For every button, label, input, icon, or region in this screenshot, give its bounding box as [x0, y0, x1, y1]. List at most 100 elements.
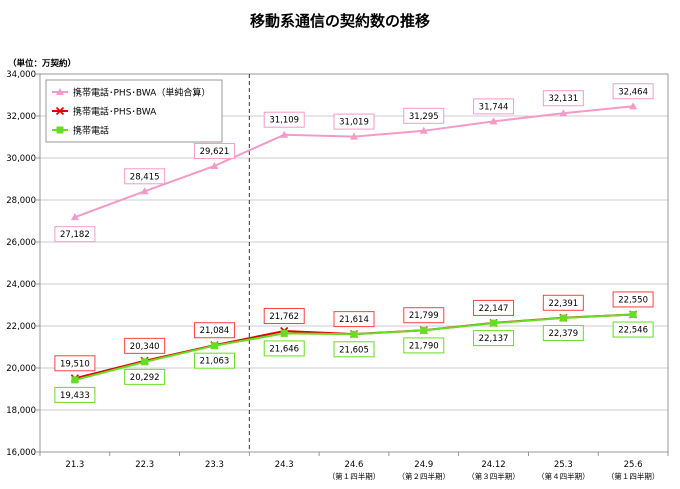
- legend-box: [45, 79, 223, 143]
- y-tick-label: 32,000: [6, 112, 36, 122]
- data-label: 21,790: [403, 337, 445, 354]
- data-point-square: [420, 326, 428, 334]
- y-tick-label: 20,000: [6, 364, 36, 374]
- data-point-square: [490, 319, 498, 327]
- data-point-triangle: [629, 102, 638, 110]
- y-tick-label: 18,000: [6, 406, 36, 416]
- x-axis: 21.3 22.3 23.3 24.3 24.6（第１四半期）24.9（第２四半期）24…: [39, 452, 669, 481]
- data-label-text: 32,464: [618, 87, 648, 97]
- y-axis: 16,000 18,000 20,000 22,000 24,000 26,000 28,0…: [6, 70, 40, 458]
- data-label-text: 22,147: [479, 304, 509, 314]
- data-point-triangle: [559, 109, 568, 117]
- legend-item: 携帯電話･PHS･BWA（単純合算）: [52, 87, 210, 99]
- data-label-box: [54, 386, 96, 403]
- data-point-triangle: [70, 213, 79, 221]
- legend-label: 携帯電話: [73, 125, 109, 137]
- unit-label: （単位：万契約）: [8, 58, 76, 69]
- data-label-box: [542, 90, 584, 107]
- data-label: 31,744: [473, 98, 515, 115]
- data-label-box: [193, 322, 235, 339]
- data-label: 21,646: [263, 340, 305, 357]
- data-point-square: [629, 311, 637, 319]
- data-label: 19,510: [54, 355, 96, 372]
- data-point-square: [210, 342, 218, 350]
- data-label-text: 27,182: [60, 230, 90, 240]
- data-label-layer: 27,182 28,415 29,621 31,109 31,019 31,295 31,7…: [54, 83, 654, 403]
- data-label: 22,391: [542, 294, 584, 311]
- x-tick-sublabel: （第１四半期）: [328, 471, 381, 481]
- data-label-box: [263, 307, 305, 324]
- data-label-text: 32,131: [548, 94, 578, 104]
- data-label-text: 21,605: [339, 345, 369, 355]
- y-tick-label: 34,000: [6, 70, 36, 80]
- data-label: 21,762: [263, 307, 305, 324]
- data-label-box: [403, 337, 445, 354]
- data-label-text: 21,799: [409, 311, 439, 321]
- data-label: 20,340: [124, 337, 166, 354]
- data-label-box: [54, 226, 96, 243]
- data-label-text: 21,063: [200, 357, 230, 367]
- legend-label: 携帯電話･PHS･BWA（単純合算）: [73, 87, 210, 99]
- data-label-box: [403, 307, 445, 324]
- data-label-text: 21,762: [269, 312, 299, 322]
- data-label-box: [473, 299, 515, 316]
- data-label: 20,292: [124, 368, 166, 385]
- data-label-text: 31,019: [339, 118, 369, 128]
- x-tick-label: 24.9: [414, 460, 433, 470]
- data-label-box: [124, 368, 166, 385]
- data-point-triangle: [419, 126, 428, 134]
- x-tick-sublabel: （第２四半期）: [398, 471, 451, 481]
- data-point-square: [141, 358, 149, 366]
- data-point-square: [350, 330, 358, 338]
- data-label-text: 21,084: [200, 326, 230, 336]
- data-point-x: [55, 106, 65, 116]
- data-point-triangle: [56, 88, 64, 95]
- data-label-box: [612, 321, 654, 338]
- data-label-box: [403, 107, 445, 124]
- data-label-text: 31,109: [269, 116, 299, 126]
- y-tick-label: 22,000: [6, 322, 36, 332]
- data-label-text: 22,391: [548, 299, 578, 309]
- y-tick-label: 30,000: [6, 154, 36, 164]
- data-label-box: [333, 311, 375, 328]
- data-point-square: [71, 376, 79, 384]
- data-label-box: [263, 111, 305, 128]
- series-2: [71, 311, 637, 384]
- data-label-box: [54, 355, 96, 372]
- data-label: 21,084: [193, 322, 235, 339]
- data-label-box: [333, 341, 375, 358]
- y-tick-label: 26,000: [6, 238, 36, 248]
- data-label: 32,464: [612, 83, 654, 100]
- data-label-box: [542, 294, 584, 311]
- x-marker-stroke: [55, 106, 65, 116]
- data-label: 31,295: [403, 107, 445, 124]
- data-label-box: [124, 168, 166, 185]
- data-label: 22,550: [612, 291, 654, 308]
- legend-label: 携帯電話･PHS･BWA: [73, 106, 157, 118]
- x-tick-label: 25.3: [554, 460, 573, 470]
- chart-title: 移動系通信の契約数の推移: [250, 12, 430, 30]
- x-tick-label: 24.12: [481, 460, 505, 470]
- data-label-box: [263, 340, 305, 357]
- data-label-box: [193, 352, 235, 369]
- data-label-text: 29,621: [200, 147, 230, 157]
- data-point-triangle: [489, 117, 498, 125]
- x-tick-label: 23.3: [205, 460, 224, 470]
- data-label-box: [612, 291, 654, 308]
- data-label: 22,546: [612, 321, 654, 338]
- data-label-box: [473, 98, 515, 115]
- data-label: 21,799: [403, 307, 445, 324]
- data-label-text: 22,379: [548, 329, 578, 339]
- x-tick-sublabel: （第３四半期）: [467, 471, 520, 481]
- x-tick-label: 22.3: [135, 460, 154, 470]
- data-label: 31,019: [333, 113, 375, 130]
- data-label-text: 22,137: [479, 334, 509, 344]
- x-tick-sublabel: （第１四半期）: [607, 471, 660, 481]
- data-label: 22,379: [542, 325, 584, 342]
- data-label-box: [612, 83, 654, 100]
- data-point-triangle: [210, 161, 219, 169]
- series-layer: [70, 102, 638, 384]
- legend: 携帯電話･PHS･BWA（単純合算） 携帯電話･PHS･BWA 携帯電話: [45, 79, 223, 143]
- data-label: 21,063: [193, 352, 235, 369]
